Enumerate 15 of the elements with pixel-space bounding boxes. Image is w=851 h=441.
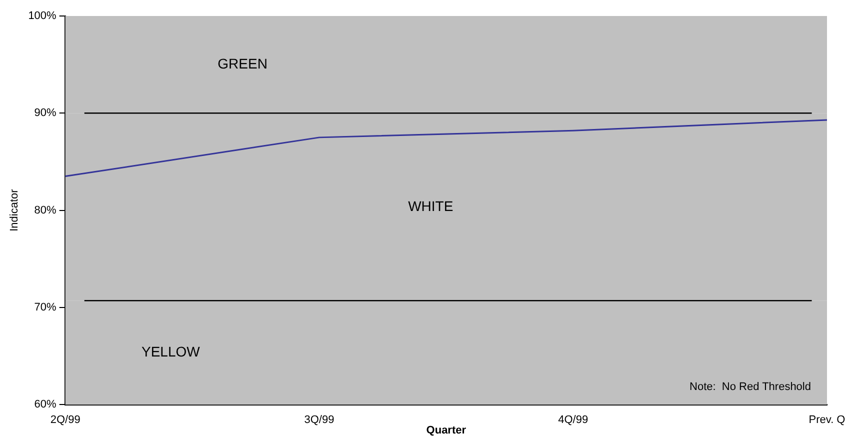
y-axis-title: Indicator bbox=[8, 188, 21, 232]
annotation: Note: No Red Threshold bbox=[690, 381, 811, 394]
x-tick-label: Prev. Q bbox=[808, 414, 846, 426]
y-tick-label: 90% bbox=[34, 107, 57, 120]
y-tick-label: 60% bbox=[34, 398, 57, 411]
band-label: GREEN bbox=[218, 55, 268, 72]
band-label: WHITE bbox=[408, 198, 454, 214]
x-tick-label: 2Q/99 bbox=[50, 414, 80, 426]
band-label: YELLOW bbox=[142, 343, 201, 360]
y-tick-label: 70% bbox=[34, 301, 57, 314]
x-tick-label: 3Q/99 bbox=[304, 414, 334, 426]
y-tick-label: 100% bbox=[28, 10, 57, 22]
x-tick-label: 4Q/99 bbox=[558, 414, 588, 426]
x-axis-title: Quarter bbox=[426, 424, 467, 436]
y-tick-label: 80% bbox=[34, 204, 57, 216]
